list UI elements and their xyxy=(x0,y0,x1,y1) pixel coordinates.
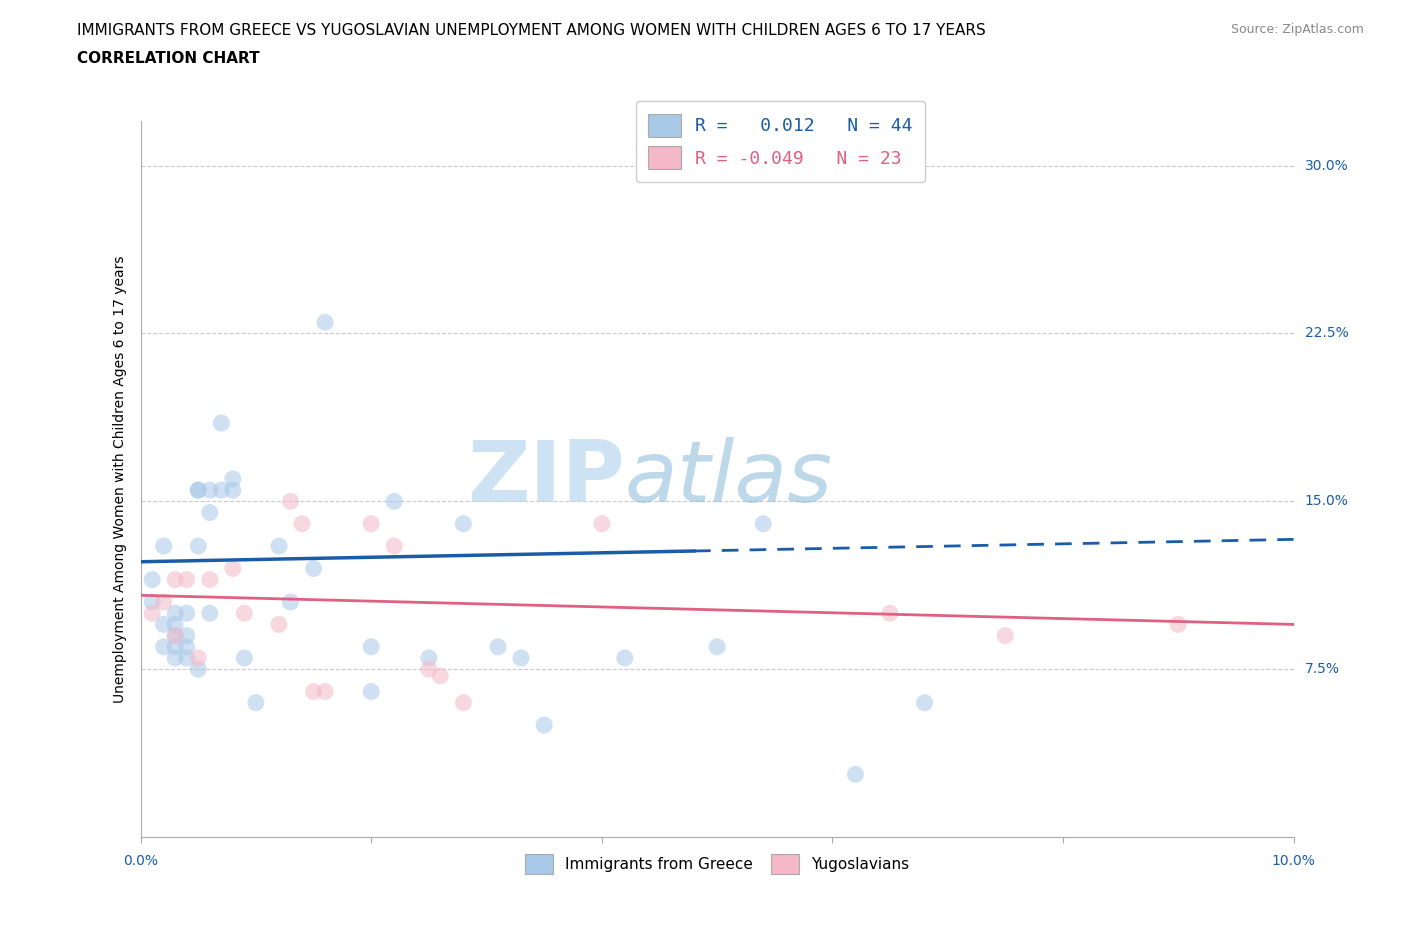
Point xyxy=(291,516,314,531)
Text: CORRELATION CHART: CORRELATION CHART xyxy=(77,51,260,66)
Point xyxy=(233,651,256,666)
Point xyxy=(176,605,198,620)
Point xyxy=(267,617,290,631)
Point xyxy=(165,617,187,631)
Point xyxy=(879,605,901,620)
Point xyxy=(165,605,187,620)
Y-axis label: Unemployment Among Women with Children Ages 6 to 17 years: Unemployment Among Women with Children A… xyxy=(112,255,127,703)
Point xyxy=(453,516,475,531)
Point xyxy=(198,605,221,620)
Point xyxy=(382,494,405,509)
Point xyxy=(844,767,866,782)
Point xyxy=(302,561,325,576)
Text: 7.5%: 7.5% xyxy=(1305,662,1340,676)
Point xyxy=(382,538,405,553)
Point xyxy=(165,639,187,654)
Point xyxy=(165,651,187,666)
Point xyxy=(453,696,475,711)
Point xyxy=(222,561,245,576)
Point xyxy=(752,516,775,531)
Point xyxy=(187,538,209,553)
Point xyxy=(314,315,336,330)
Point xyxy=(198,505,221,520)
Point xyxy=(152,617,174,631)
Point xyxy=(222,483,245,498)
Point xyxy=(176,639,198,654)
Point xyxy=(165,628,187,643)
Text: 0.0%: 0.0% xyxy=(124,854,157,868)
Point xyxy=(360,639,382,654)
Legend: Immigrants from Greece, Yugoslavians: Immigrants from Greece, Yugoslavians xyxy=(516,845,918,883)
Point xyxy=(486,639,509,654)
Text: 10.0%: 10.0% xyxy=(1271,854,1316,868)
Point xyxy=(314,684,336,699)
Point xyxy=(418,662,440,677)
Point xyxy=(245,696,267,711)
Text: atlas: atlas xyxy=(624,437,832,521)
Point xyxy=(176,651,198,666)
Text: 30.0%: 30.0% xyxy=(1305,159,1348,173)
Point xyxy=(152,639,174,654)
Text: 15.0%: 15.0% xyxy=(1305,495,1348,509)
Point xyxy=(429,669,451,684)
Point xyxy=(198,572,221,587)
Point xyxy=(165,572,187,587)
Point xyxy=(176,628,198,643)
Point xyxy=(141,594,163,609)
Point xyxy=(141,605,163,620)
Point xyxy=(198,483,221,498)
Point xyxy=(510,651,533,666)
Point xyxy=(209,483,232,498)
Point xyxy=(1167,617,1189,631)
Text: IMMIGRANTS FROM GREECE VS YUGOSLAVIAN UNEMPLOYMENT AMONG WOMEN WITH CHILDREN AGE: IMMIGRANTS FROM GREECE VS YUGOSLAVIAN UN… xyxy=(77,23,986,38)
Point xyxy=(141,572,163,587)
Point xyxy=(152,594,174,609)
Point xyxy=(360,684,382,699)
Point xyxy=(187,483,209,498)
Point xyxy=(533,718,555,733)
Point xyxy=(209,416,232,431)
Text: ZIP: ZIP xyxy=(467,437,624,521)
Point xyxy=(152,538,174,553)
Text: 22.5%: 22.5% xyxy=(1305,326,1348,340)
Point xyxy=(176,572,198,587)
Point xyxy=(187,662,209,677)
Point xyxy=(267,538,290,553)
Point xyxy=(280,494,302,509)
Point xyxy=(165,628,187,643)
Point xyxy=(994,628,1017,643)
Point xyxy=(706,639,728,654)
Text: Source: ZipAtlas.com: Source: ZipAtlas.com xyxy=(1230,23,1364,36)
Point xyxy=(222,472,245,486)
Point xyxy=(280,594,302,609)
Point xyxy=(187,651,209,666)
Point xyxy=(233,605,256,620)
Point xyxy=(914,696,936,711)
Point xyxy=(360,516,382,531)
Point xyxy=(613,651,636,666)
Point xyxy=(591,516,613,531)
Point xyxy=(418,651,440,666)
Point xyxy=(302,684,325,699)
Point xyxy=(187,483,209,498)
